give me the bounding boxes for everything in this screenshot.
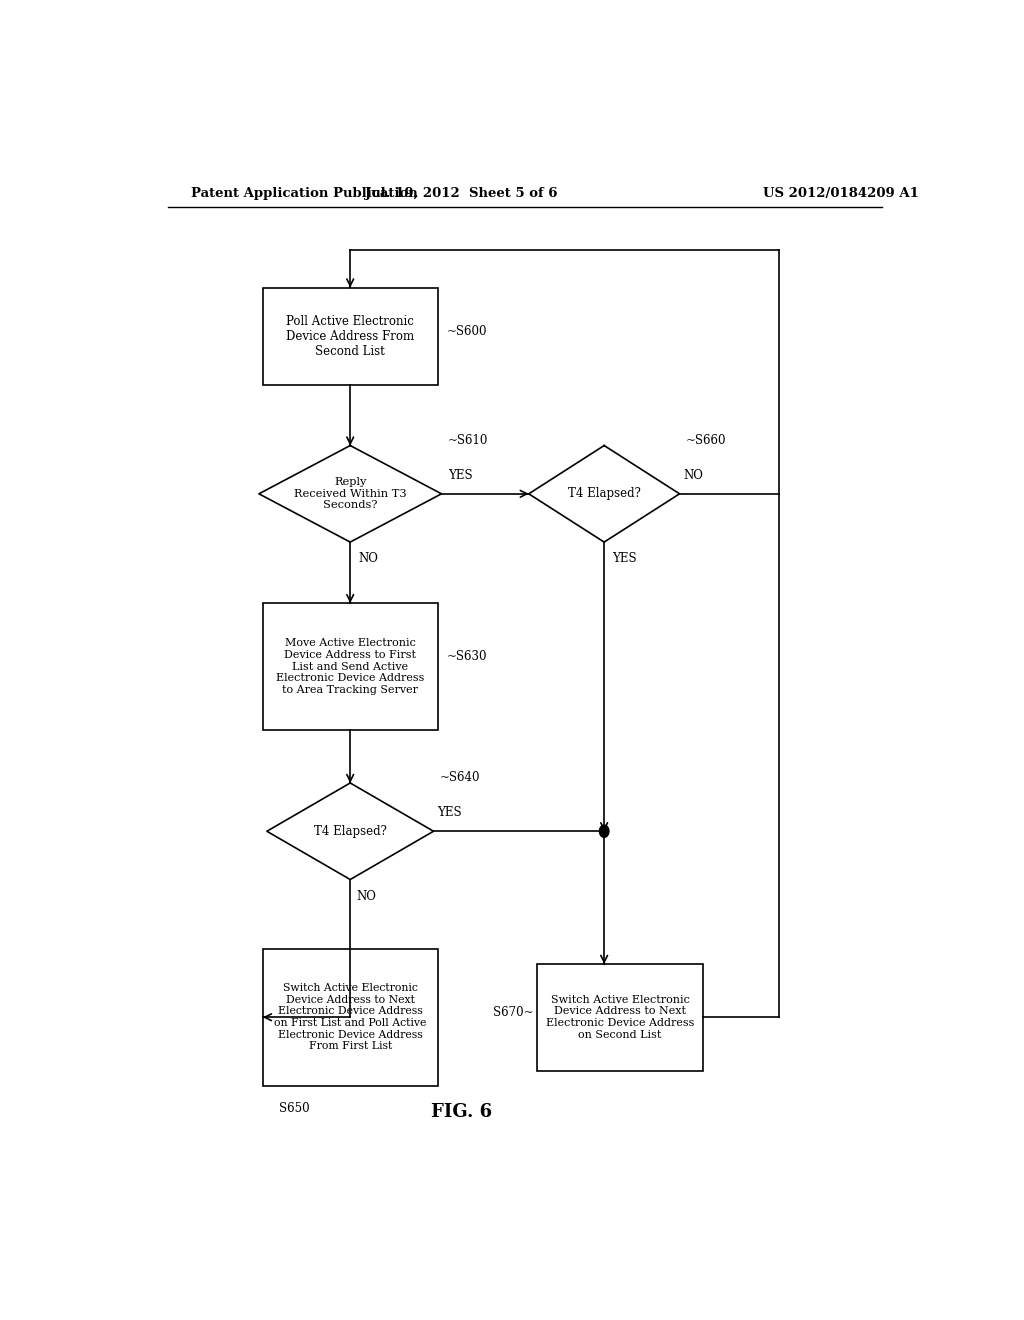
Polygon shape (528, 446, 680, 543)
Text: YES: YES (437, 807, 462, 818)
Text: S650: S650 (279, 1102, 309, 1114)
Text: ~S640: ~S640 (440, 771, 480, 784)
Text: Switch Active Electronic
Device Address to Next
Electronic Device Address
on Fir: Switch Active Electronic Device Address … (274, 983, 426, 1051)
Text: S670~: S670~ (494, 1006, 534, 1019)
FancyBboxPatch shape (263, 288, 437, 384)
Text: Patent Application Publication: Patent Application Publication (191, 187, 418, 201)
Text: T4 Elapsed?: T4 Elapsed? (313, 825, 387, 838)
FancyBboxPatch shape (263, 603, 437, 730)
Text: Switch Active Electronic
Device Address to Next
Electronic Device Address
on Sec: Switch Active Electronic Device Address … (546, 995, 694, 1040)
Text: T4 Elapsed?: T4 Elapsed? (567, 487, 641, 500)
Polygon shape (259, 446, 441, 543)
FancyBboxPatch shape (537, 964, 703, 1071)
Text: NO: NO (356, 890, 377, 903)
Text: YES: YES (447, 469, 472, 482)
Text: FIG. 6: FIG. 6 (431, 1102, 492, 1121)
Polygon shape (267, 783, 433, 879)
Text: ~S630: ~S630 (447, 649, 487, 663)
Text: ~S600: ~S600 (447, 325, 487, 338)
Text: Jul. 19, 2012  Sheet 5 of 6: Jul. 19, 2012 Sheet 5 of 6 (366, 187, 557, 201)
Text: Move Active Electronic
Device Address to First
List and Send Active
Electronic D: Move Active Electronic Device Address to… (276, 639, 424, 694)
Text: Reply
Received Within T3
Seconds?: Reply Received Within T3 Seconds? (294, 478, 407, 511)
FancyBboxPatch shape (263, 949, 437, 1086)
Text: ~S660: ~S660 (686, 434, 726, 447)
Text: US 2012/0184209 A1: US 2012/0184209 A1 (763, 187, 919, 201)
Text: YES: YES (612, 552, 637, 565)
Circle shape (599, 825, 609, 837)
Text: ~S610: ~S610 (447, 434, 488, 447)
Text: Poll Active Electronic
Device Address From
Second List: Poll Active Electronic Device Address Fr… (286, 314, 415, 358)
Text: NO: NO (358, 552, 378, 565)
Text: NO: NO (684, 469, 703, 482)
